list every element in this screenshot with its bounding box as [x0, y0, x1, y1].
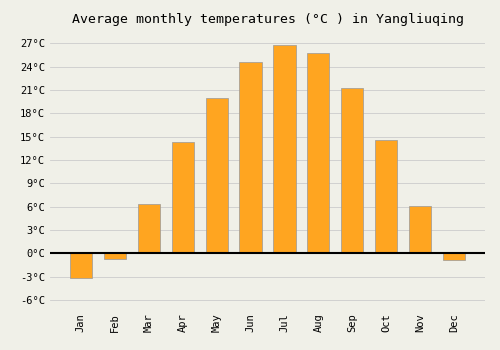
Bar [206, 98, 228, 253]
Bar [240, 62, 262, 253]
Bar [138, 204, 160, 253]
Bar [342, 88, 363, 253]
Bar [70, 253, 92, 278]
Title: Average monthly temperatures (°C ) in Yangliuqing: Average monthly temperatures (°C ) in Ya… [72, 13, 464, 26]
Bar [274, 45, 295, 253]
Bar [443, 253, 465, 260]
Bar [376, 140, 398, 253]
Bar [104, 253, 126, 259]
Bar [409, 206, 432, 253]
Bar [308, 53, 330, 253]
Bar [172, 142, 194, 253]
